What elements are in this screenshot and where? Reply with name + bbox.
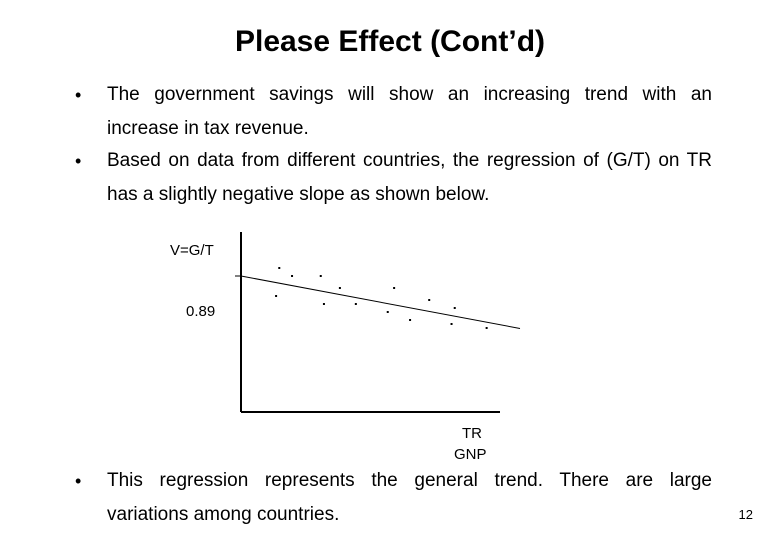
data-point	[485, 327, 488, 329]
data-point	[275, 295, 278, 297]
x-axis-label-denominator: GNP	[454, 446, 487, 463]
data-point	[278, 267, 281, 269]
bullet-3-line-1: This regression represents the general t…	[107, 470, 712, 491]
data-point	[393, 287, 396, 289]
bullet-1-line-1: The government savings will show an incr…	[107, 84, 712, 105]
bullet-2: Based on data from different countries, …	[107, 144, 712, 212]
bullet-3-line-2: variations among countries.	[107, 504, 340, 525]
data-point	[354, 303, 357, 305]
bullet-marker: •	[75, 85, 82, 105]
data-point	[453, 307, 456, 309]
slide-title: Please Effect (Cont’d)	[234, 25, 546, 58]
bullet-3: This regression represents the general t…	[107, 464, 712, 532]
trend-line	[240, 275, 521, 329]
bullet-1-line-2: increase in tax revenue.	[107, 118, 309, 139]
bullet-marker: •	[75, 471, 82, 491]
y-reference-label: 0.89	[186, 303, 216, 320]
data-point	[450, 323, 453, 325]
data-point	[319, 275, 322, 277]
data-point	[338, 287, 341, 289]
data-point	[386, 311, 389, 313]
bullet-2-line-2: has a slightly negative slope as shown b…	[107, 184, 490, 205]
y-axis-label: V=G/T	[170, 242, 214, 259]
bullet-1: The government savings will show an incr…	[107, 78, 712, 146]
data-point	[322, 303, 325, 305]
data-point	[291, 275, 294, 277]
bullet-2-line-1: Based on data from different countries, …	[107, 150, 712, 171]
bullet-marker: •	[75, 151, 82, 171]
page-number: 12	[738, 507, 753, 522]
data-point	[409, 319, 412, 321]
data-point	[428, 299, 431, 301]
x-axis-label-numerator: TR	[462, 425, 482, 442]
